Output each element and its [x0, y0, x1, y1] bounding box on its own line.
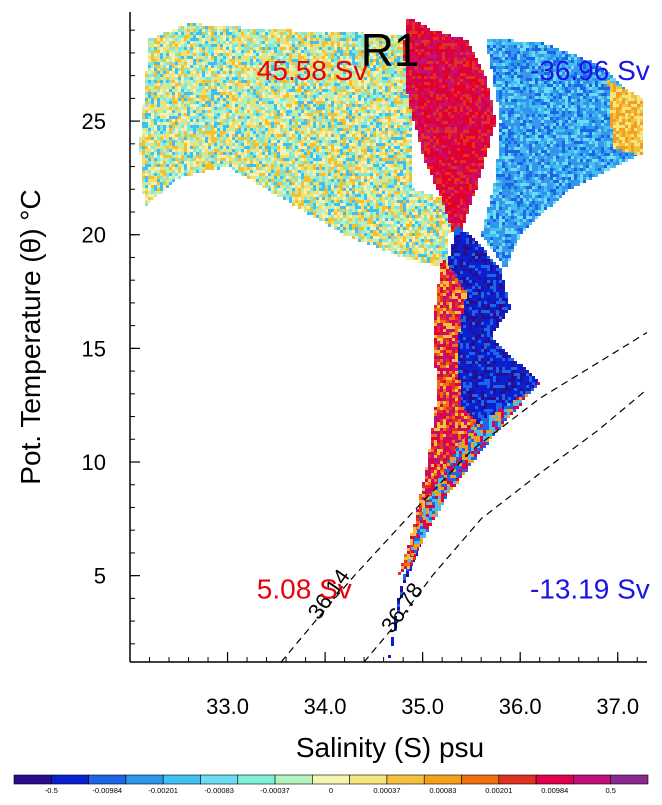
colorbar-label: -0.00083: [204, 786, 234, 795]
transport-label: -13.19 Sv: [530, 573, 650, 604]
colorbar-swatch: [237, 774, 276, 785]
plot-frame: [129, 12, 647, 663]
colorbar-label: 0: [329, 786, 333, 795]
y-tick-label: 25: [82, 109, 106, 134]
colorbar-label: 0.00037: [373, 786, 400, 795]
y-tick-label: 5: [94, 564, 106, 589]
colorbar-label: 0.00083: [429, 786, 456, 795]
colorbar-swatch: [423, 774, 462, 785]
colorbar-swatch: [88, 774, 127, 785]
colorbar-swatch: [498, 774, 537, 785]
x-tick-label: 35.0: [401, 694, 444, 719]
isopycnal-36.78: [363, 388, 647, 662]
y-tick-label: 15: [82, 336, 106, 361]
x-tick-label: 36.0: [499, 694, 542, 719]
colorbar-label: 0.00201: [485, 786, 512, 795]
colorbar: -0.5 -0.00984 -0.00201 -0.00083 -0.00037 0 0.0…: [13, 774, 649, 795]
colorbar-swatch: [162, 774, 201, 785]
density-contours: [280, 331, 647, 662]
colorbar-swatch: [461, 774, 500, 785]
colorbar-swatch: [349, 774, 388, 785]
colorbar-label: -0.5: [45, 786, 58, 795]
colorbar-label: 0.00984: [541, 786, 568, 795]
colorbar-swatch: [125, 774, 164, 785]
x-axis-ticks: 33.0 34.0 35.0 36.0 37.0: [149, 652, 639, 719]
isopycnal-36.14: [280, 331, 647, 662]
colorbar-label: -0.00984: [92, 786, 122, 795]
transport-label: 5.08 Sv: [257, 573, 352, 604]
colorbar-swatch: [535, 774, 574, 785]
x-tick-label: 37.0: [596, 694, 639, 719]
transport-label: -36.96 Sv: [530, 55, 650, 86]
colorbar-swatch: [386, 774, 425, 785]
ts-scatter-field: [139, 19, 643, 658]
chart-title: R1: [361, 24, 420, 76]
region-upper-red-tongue: [403, 19, 496, 241]
colorbar-label: -0.00037: [260, 786, 290, 795]
x-axis-label: Salinity (S) psu: [296, 732, 484, 763]
y-tick-label: 20: [82, 223, 106, 248]
y-axis-ticks: 5 10 15 20 25: [82, 29, 140, 645]
y-tick-label: 10: [82, 450, 106, 475]
colorbar-swatch: [274, 774, 313, 785]
region-right-edge-warm: [607, 80, 643, 155]
colorbar-swatch: [200, 774, 239, 785]
x-tick-label: 33.0: [206, 694, 249, 719]
colorbar-swatch: [312, 774, 350, 785]
region-deep-branch: [408, 382, 540, 562]
colorbar-swatch: [610, 774, 649, 785]
region-upper-warm-mixed: [139, 23, 451, 269]
x-tick-label: 34.0: [304, 694, 347, 719]
colorbar-label: 0.5: [605, 786, 615, 795]
colorbar-swatch: [50, 774, 89, 785]
colorbar-swatch: [573, 774, 612, 785]
colorbar-label: -0.00201: [148, 786, 178, 795]
transport-label: 45.58 Sv: [257, 55, 368, 86]
y-axis-label: Pot. Temperature (θ) °C: [15, 189, 46, 484]
colorbar-swatch: [13, 774, 52, 785]
